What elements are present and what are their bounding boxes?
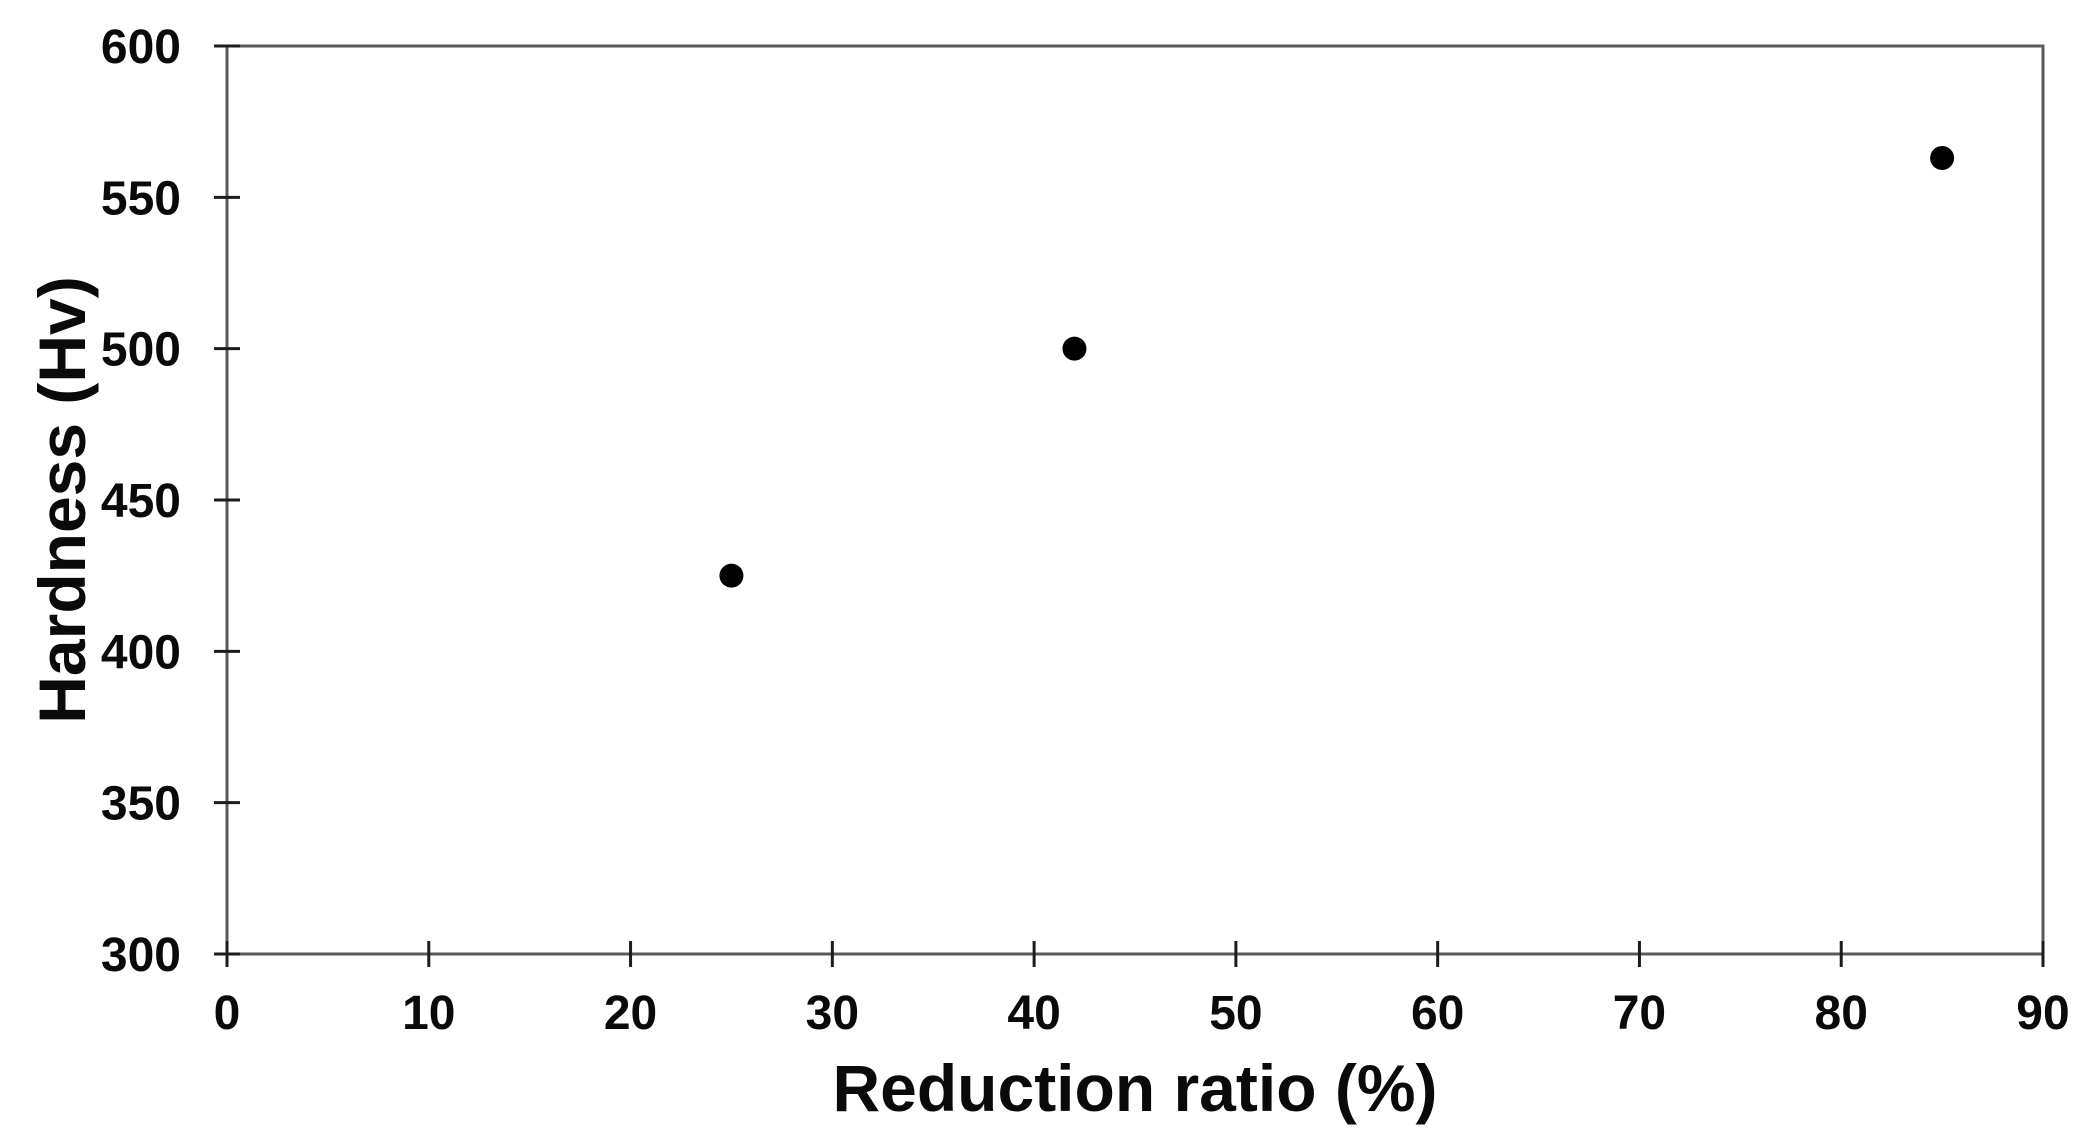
data-point [1930, 145, 1955, 170]
x-axis-title: Reduction ratio (%) [832, 1051, 1438, 1125]
x-tick-label: 10 [402, 987, 455, 1040]
plot-frame [225, 44, 2045, 956]
y-tick-label: 300 [101, 929, 181, 982]
x-tick-label: 40 [1007, 987, 1060, 1040]
y-tick-label: 600 [101, 21, 181, 74]
y-tick-label: 450 [101, 475, 181, 528]
y-axis-title: Hardness (Hv) [25, 276, 99, 724]
y-tick-label: 400 [101, 626, 181, 679]
data-point [1062, 336, 1087, 361]
x-tick-label: 0 [214, 987, 241, 1040]
x-tick-label: 70 [1613, 987, 1666, 1040]
data-point [719, 563, 744, 588]
y-tick-label: 550 [101, 172, 181, 225]
x-tick-label: 50 [1209, 987, 1262, 1040]
x-tick-label: 60 [1411, 987, 1464, 1040]
x-tick-label: 80 [1815, 987, 1868, 1040]
y-tick-label: 500 [101, 324, 181, 377]
x-tick-label: 90 [2016, 987, 2069, 1040]
x-tick-label: 20 [604, 987, 657, 1040]
y-tick-label: 350 [101, 778, 181, 831]
x-tick-label: 30 [806, 987, 859, 1040]
